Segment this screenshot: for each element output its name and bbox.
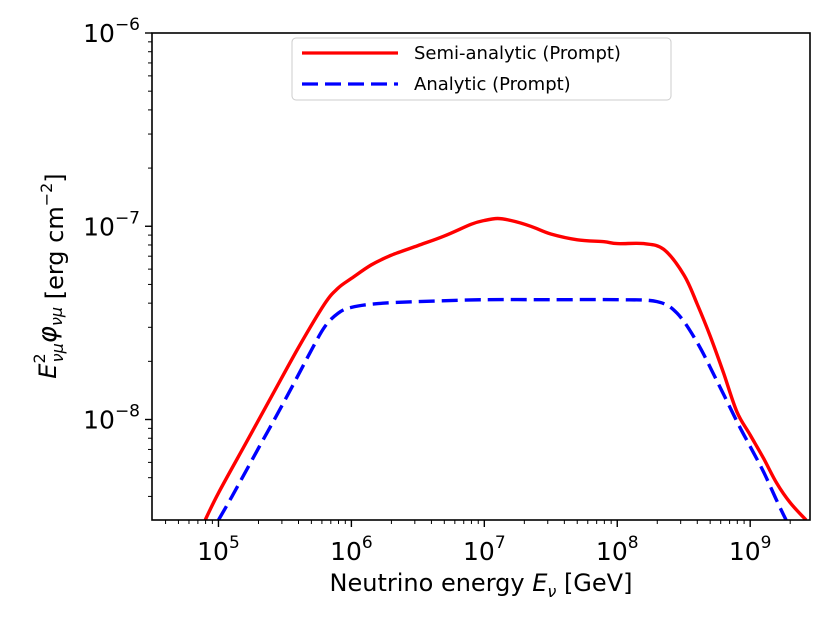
x-tick-label: 106	[330, 533, 373, 566]
legend-label-analytic: Analytic (Prompt)	[414, 74, 571, 95]
plot-frame	[151, 32, 811, 521]
x-tick-label: 108	[596, 533, 639, 566]
x-tick-label: 105	[197, 533, 240, 566]
legend-label-semi-analytic: Semi-analytic (Prompt)	[414, 43, 621, 64]
x-tick-label: 107	[463, 533, 506, 566]
tick-layer: 105 106 107 108 109 10−6 10−7 10−8	[83, 15, 791, 566]
y-tick-label: 10−6	[83, 15, 140, 48]
legend: Semi-analytic (Prompt) Analytic (Prompt)	[291, 37, 672, 101]
y-axis-label: E2νμφνμ [erg cm−2]	[30, 173, 69, 378]
series-line-analytic	[217, 297, 788, 520]
series-line-semi-analytic	[203, 216, 808, 520]
y-tick-label: 10−7	[83, 208, 140, 241]
y-tick-label: 10−8	[83, 402, 140, 435]
x-axis-label: Neutrino energy Eν [GeV]	[330, 569, 633, 601]
series-layer	[203, 216, 808, 520]
x-tick-label: 109	[729, 533, 772, 566]
